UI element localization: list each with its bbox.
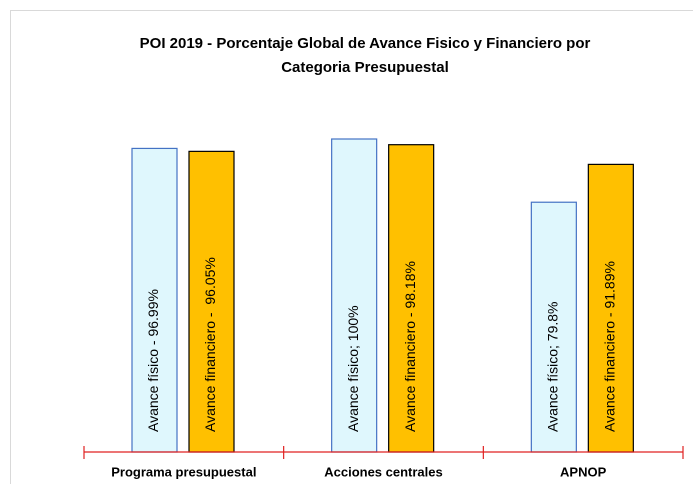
data-label: Avance físico; 79.8% [545, 302, 561, 432]
x-tick-label: Acciones centrales [324, 464, 443, 479]
bar [188, 150, 235, 453]
bar [530, 201, 577, 453]
x-tick-label: Programa presupuestal [111, 464, 256, 479]
data-label: Avance financiero - 96.05% [202, 257, 218, 432]
bar [331, 138, 378, 453]
data-label: Avance físico - 96.99% [145, 289, 161, 432]
bar [131, 147, 178, 453]
bar [388, 144, 435, 453]
data-label: Avance financiero - 91.89% [602, 261, 618, 432]
x-tick-label: APNOP [560, 464, 607, 479]
bar [587, 163, 634, 453]
data-label: Avance financiero - 98.18% [402, 261, 418, 432]
chart-subtitle: Categoria Presupuestal [281, 59, 449, 76]
data-label: Avance físico; 100% [345, 305, 361, 432]
chart-title: POI 2019 - Porcentaje Global de Avance F… [140, 35, 591, 52]
